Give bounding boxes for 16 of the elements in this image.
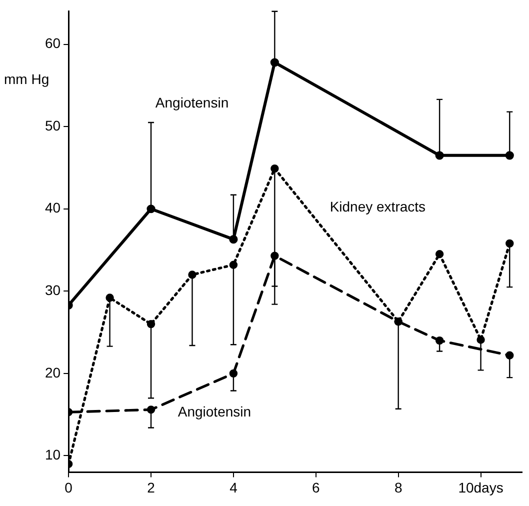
x-tick-label: 10days bbox=[458, 479, 504, 496]
x-tick-label: 2 bbox=[147, 479, 156, 496]
y-tick-label: 60 bbox=[44, 35, 61, 52]
x-tick-label: 6 bbox=[312, 479, 320, 496]
text: Angiotensin bbox=[155, 94, 229, 111]
series-label: Kidney extracts bbox=[330, 198, 426, 214]
x-tick-label: 4 bbox=[230, 479, 238, 496]
x-tick-label: 0 bbox=[64, 479, 73, 496]
y-tick-label: 20 bbox=[44, 364, 61, 380]
y-tick-label: 10 bbox=[44, 446, 61, 463]
y-tick-label: 30 bbox=[44, 282, 61, 298]
y-tick-label: 50 bbox=[44, 117, 61, 134]
x-tick-label: 8 bbox=[394, 479, 402, 496]
series-label: Angiotensin bbox=[178, 403, 252, 420]
y-axis-title: mm Hg bbox=[4, 71, 50, 88]
y-tick-label: 40 bbox=[44, 200, 61, 216]
